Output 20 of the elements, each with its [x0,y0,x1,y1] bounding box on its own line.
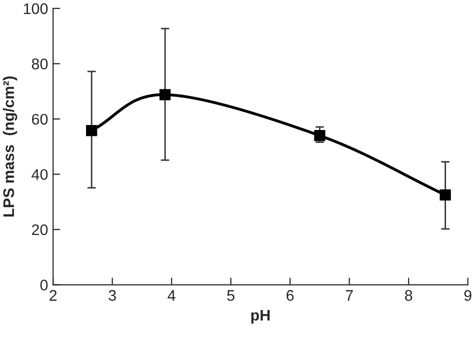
x-tick-label: 4 [168,290,176,301]
point [160,89,171,100]
x-axis-title: pH [251,310,270,324]
y-tick-label: 60 [32,114,48,125]
x-tick-label: 2 [50,290,57,301]
x-tick-label: 5 [227,290,234,301]
y-axis-title: LPS mass (ng/cm²) [2,76,18,216]
x-tick-label: 7 [346,290,353,301]
point [440,189,451,201]
x-tick-label: 9 [464,290,472,301]
point [314,130,326,142]
y-tick-label: 80 [32,58,48,70]
y-tick-label: 100 [24,3,48,14]
y-tick-label: 0 [40,280,48,290]
y-tick-label: 40 [32,169,48,180]
x-tick-label: 3 [108,290,116,301]
x-tick-label: 8 [405,290,412,301]
x-tick-label: 6 [286,290,294,301]
y-tick-label: 20 [32,224,48,236]
point [86,125,98,136]
